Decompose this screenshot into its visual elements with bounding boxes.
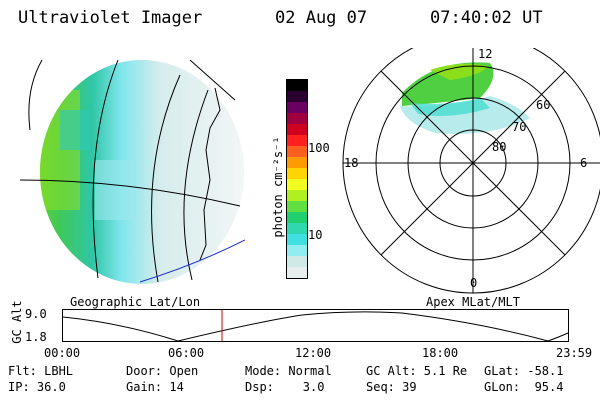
info-ip: IP: 36.0 [8, 380, 66, 394]
color-step [287, 146, 307, 157]
date-label: 02 Aug 07 [275, 8, 368, 28]
info-gc-alt: GC Alt: 5.1 Re [366, 364, 468, 378]
orbit-xtick-0: 00:00 [44, 346, 81, 360]
emission-disc [40, 60, 244, 284]
orbit-ylabel: GC Alt [10, 300, 24, 344]
color-step [287, 245, 307, 256]
orbit-frame [62, 309, 569, 342]
mlat-80-label: 80 [492, 140, 507, 154]
color-step [287, 124, 307, 135]
geographic-caption: Geographic Lat/Lon [70, 295, 201, 309]
colorbar-unit-label: photon cm⁻²s⁻¹ [271, 136, 285, 238]
color-step [287, 212, 307, 223]
info-flt: Flt: LBHL [8, 364, 74, 378]
mlt-6-label: 6 [580, 156, 588, 170]
polar-grid [342, 48, 600, 294]
orbit-xtick-4: 23:59 [556, 346, 593, 360]
color-step [287, 223, 307, 234]
geographic-image [20, 59, 245, 284]
color-step [287, 234, 307, 245]
polar-caption: Apex MLat/MLT [426, 295, 520, 309]
time-label: 07:40:02 UT [430, 8, 543, 28]
color-step [287, 135, 307, 146]
colorbar-tick-100: 100 [308, 141, 330, 155]
orbit-y-top: 9.0 [25, 307, 47, 321]
polar-plot [342, 48, 600, 294]
info-door: Door: Open [126, 364, 199, 378]
orbit-y-bottom: 1.8 [25, 330, 47, 344]
color-scale-bar [286, 79, 308, 279]
mlt-0-label: 0 [470, 276, 478, 290]
colorbar-tick-10: 10 [308, 228, 323, 242]
altitude-curve [62, 311, 569, 342]
info-glat: GLat: -58.1 [484, 364, 564, 378]
instrument-title: Ultraviolet Imager [18, 8, 203, 28]
terminator-line [139, 239, 245, 283]
color-step [287, 201, 307, 212]
orbit-xtick-1: 06:00 [168, 346, 205, 360]
color-step [287, 256, 307, 267]
orbit-xtick-3: 18:00 [422, 346, 459, 360]
coastline [199, 87, 221, 261]
color-step [287, 168, 307, 179]
info-glon: GLon: 95.4 [484, 380, 564, 394]
orbit-altitude-plot [62, 309, 569, 342]
mlat-70-label: 70 [512, 120, 527, 134]
info-mode: Mode: Normal [245, 364, 332, 378]
info-gain: Gain: 14 [126, 380, 184, 394]
color-step [287, 157, 307, 168]
color-step [287, 91, 307, 102]
color-step [287, 179, 307, 190]
color-step [287, 267, 307, 278]
lat-lon-grid [20, 59, 241, 283]
color-step [287, 102, 307, 113]
color-step [287, 190, 307, 201]
info-dsp: Dsp: 3.0 [245, 380, 325, 394]
color-step [287, 113, 307, 124]
mlt-18-label: 18 [344, 156, 359, 170]
color-step [287, 80, 307, 91]
orbit-xtick-2: 12:00 [295, 346, 332, 360]
info-seq: Seq: 39 [366, 380, 417, 394]
polar-emission [400, 62, 530, 134]
mlt-12-label: 12 [478, 47, 493, 61]
mlat-60-label: 60 [536, 98, 551, 112]
